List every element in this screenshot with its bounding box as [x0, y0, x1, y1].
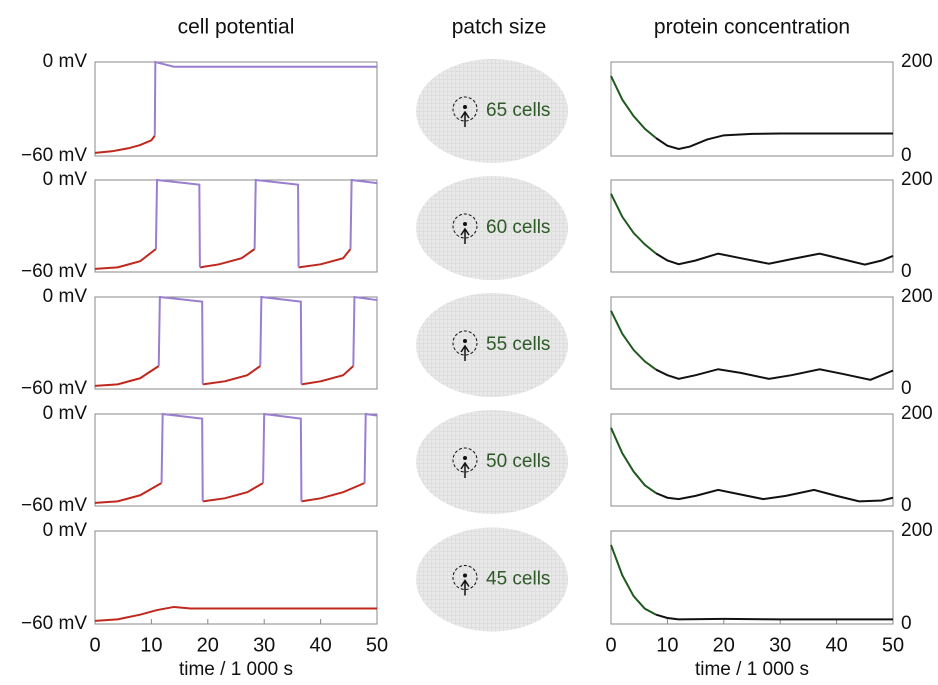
- data-line: [153, 60, 377, 136]
- plot-frame: [610, 296, 894, 390]
- patch-label: 50 cells: [486, 451, 550, 472]
- x-axis-label: time / 1 000 s: [179, 659, 293, 680]
- y-tick-label: 0 mV: [43, 169, 88, 190]
- y-tick-label: 0: [901, 495, 912, 516]
- y-tick-label: 200: [901, 403, 933, 424]
- patch: 55 cells: [416, 293, 568, 397]
- data-line: [655, 368, 894, 381]
- x-tick-label: 30: [769, 634, 791, 656]
- patch: 50 cells: [416, 410, 568, 514]
- y-tick-label: −60 mV: [21, 261, 87, 282]
- y-tick-label: 0: [901, 261, 912, 282]
- patch-shape: [416, 59, 568, 163]
- patch-shape: [416, 410, 568, 514]
- y-tick-label: 200: [901, 520, 933, 541]
- x-tick-label: 0: [605, 634, 616, 656]
- patch: 65 cells: [416, 59, 568, 163]
- plot-frame: [94, 61, 378, 157]
- arrow: [460, 227, 470, 244]
- y-tick-label: 0 mV: [43, 403, 88, 424]
- center-ring: [452, 447, 478, 473]
- x-tick-label: 40: [309, 634, 331, 656]
- plot-frame: [610, 179, 894, 273]
- patch-shape: [416, 527, 568, 632]
- plot-frame: [94, 179, 378, 273]
- patch-shape: [416, 293, 568, 397]
- y-tick-label: 200: [901, 51, 933, 72]
- y-tick-label: 0 mV: [43, 520, 88, 541]
- y-tick-label: −60 mV: [21, 495, 87, 516]
- y-tick-label: 0 mV: [43, 51, 88, 72]
- plot-frame: [94, 296, 378, 390]
- data-line: [655, 613, 893, 621]
- data-line: [94, 482, 365, 504]
- data-line: [94, 135, 156, 154]
- data-line: [94, 605, 377, 622]
- data-line: [610, 544, 657, 616]
- x-tick-label: 10: [656, 634, 678, 656]
- center-cell: [463, 105, 467, 109]
- center-ring: [452, 213, 478, 239]
- x-tick-label: 40: [825, 634, 847, 656]
- data-line: [610, 193, 657, 255]
- arrow: [460, 344, 470, 361]
- y-tick-label: −60 mV: [21, 378, 87, 399]
- x-tick-label: 30: [253, 634, 275, 656]
- plot-frame: [94, 413, 378, 507]
- patch: 45 cells: [416, 527, 568, 632]
- data-line: [610, 427, 657, 494]
- data-line: [655, 252, 894, 266]
- data-line: [655, 132, 893, 150]
- patch-label: 55 cells: [486, 334, 550, 355]
- y-tick-label: 200: [901, 286, 933, 307]
- plot-frame: [94, 530, 378, 625]
- column-title: patch size: [452, 16, 547, 39]
- plot-frame: [610, 413, 894, 507]
- patch-label: 65 cells: [486, 100, 550, 121]
- data-line: [94, 248, 352, 270]
- data-line: [94, 365, 354, 387]
- data-line: [655, 488, 894, 503]
- data-line: [157, 295, 378, 385]
- arrow: [460, 110, 470, 127]
- patch-label: 45 cells: [486, 569, 550, 590]
- x-tick-label: 10: [140, 634, 162, 656]
- center-cell: [463, 573, 467, 578]
- center-ring: [452, 96, 478, 122]
- y-tick-label: 0: [901, 613, 912, 634]
- patch: 60 cells: [416, 176, 568, 280]
- center-cell: [463, 456, 467, 460]
- data-line: [160, 412, 378, 502]
- y-tick-label: 0 mV: [43, 286, 88, 307]
- y-tick-label: −60 mV: [21, 145, 87, 166]
- column-title: protein concentration: [654, 16, 850, 39]
- x-axis-label: time / 1 000 s: [695, 659, 809, 680]
- y-tick-label: −60 mV: [21, 613, 87, 634]
- x-tick-label: 50: [366, 634, 388, 656]
- plot-frame: [610, 61, 894, 157]
- center-cell: [463, 222, 467, 226]
- y-tick-label: 0: [901, 378, 912, 399]
- x-tick-label: 20: [713, 634, 735, 656]
- plot-frame: [610, 530, 894, 625]
- x-tick-label: 20: [197, 634, 219, 656]
- arrow: [460, 579, 470, 596]
- x-tick-label: 0: [89, 634, 100, 656]
- arrow: [460, 461, 470, 478]
- data-line: [610, 310, 657, 371]
- y-tick-label: 200: [901, 169, 933, 190]
- center-ring: [452, 330, 478, 356]
- y-tick-label: 0: [901, 145, 912, 166]
- column-title: cell potential: [178, 16, 295, 39]
- data-line: [154, 178, 378, 268]
- patch-label: 60 cells: [486, 217, 550, 238]
- center-cell: [463, 339, 467, 343]
- center-ring: [452, 565, 478, 590]
- data-line: [610, 75, 657, 139]
- x-tick-label: 50: [882, 634, 904, 656]
- patch-shape: [416, 176, 568, 280]
